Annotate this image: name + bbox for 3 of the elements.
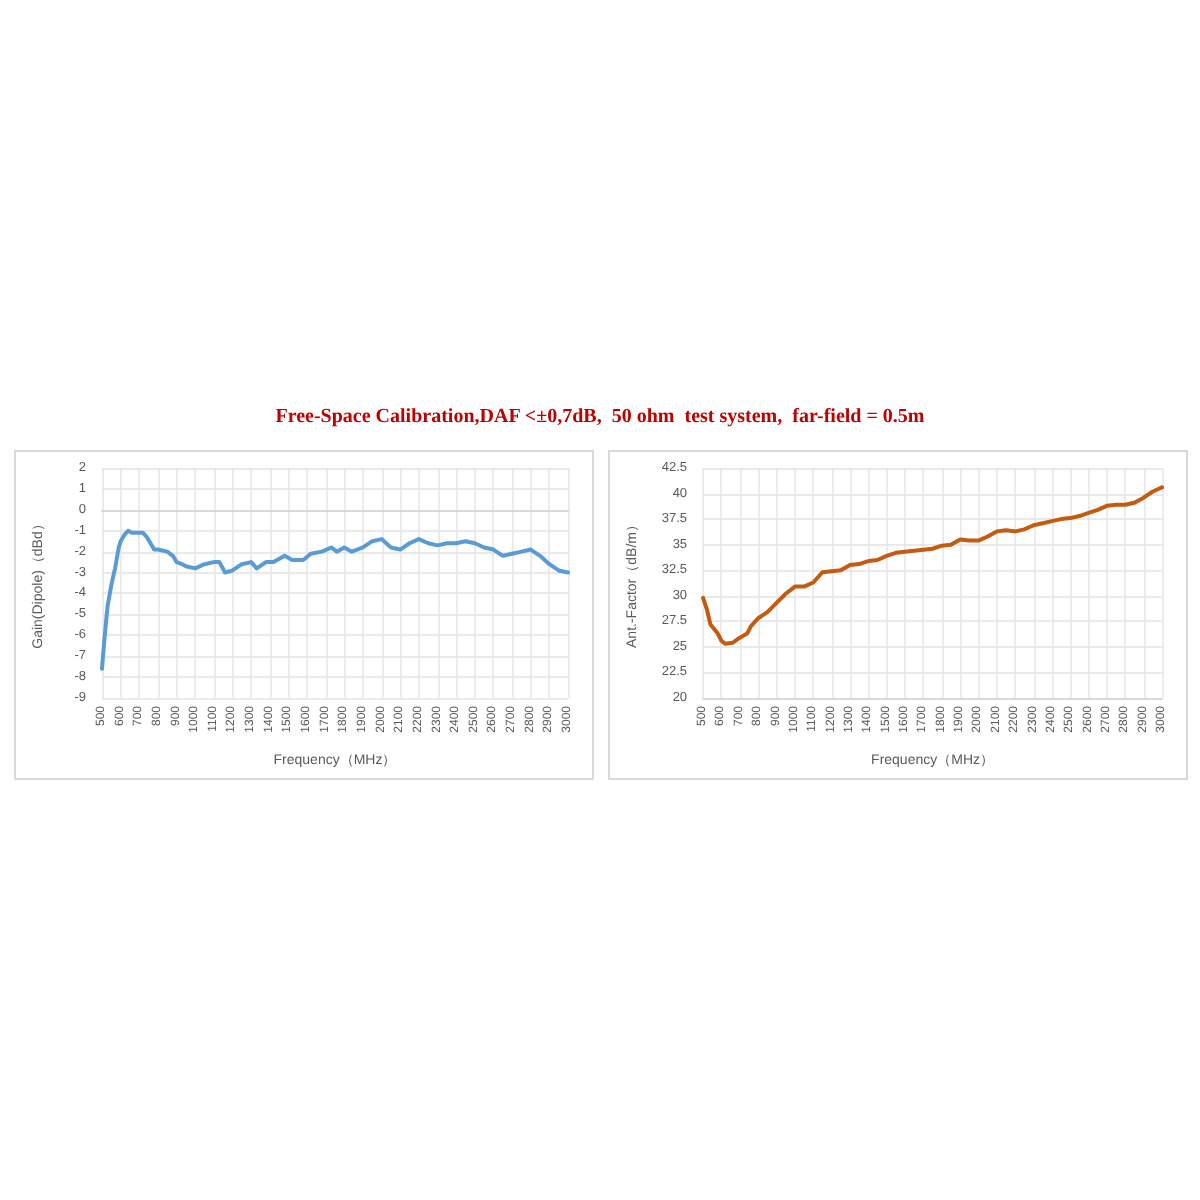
chart-title: Free-Space Calibration,DAF <±0,7dB, 50 ohm test system, far-field = 0.5m [273, 406, 927, 428]
line-series [701, 485, 1164, 646]
line-series [100, 528, 570, 671]
